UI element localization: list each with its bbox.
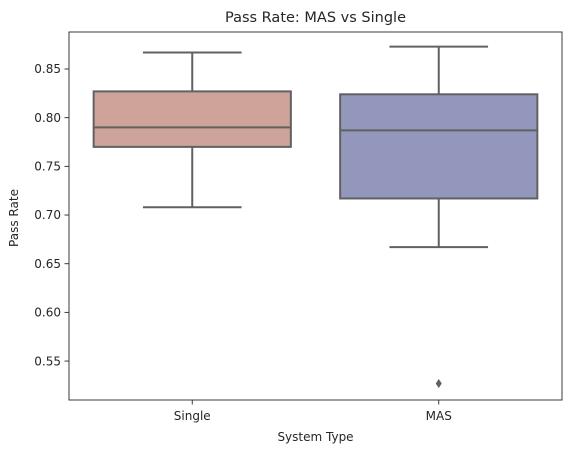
y-tick-label: 0.70 [34,208,61,222]
y-tick-label: 0.65 [34,257,61,271]
y-tick-label: 0.60 [34,306,61,320]
box-single [92,51,292,209]
y-tick-label: 0.85 [34,62,61,76]
y-tick-label: 0.75 [34,160,61,174]
plot-frame [68,31,563,401]
chart-title: Pass Rate: MAS vs Single [225,10,406,26]
x-tick-label: MAS [426,409,452,423]
iqr-box [339,93,539,200]
x-tick-label: Single [174,409,211,423]
y-tick-label: 0.55 [34,354,61,368]
y-axis: 0.55 0.60 0.65 0.70 0.75 0.80 0.85 [34,62,69,368]
y-tick-label: 0.80 [34,111,61,125]
iqr-box [92,90,292,148]
y-axis-label: Pass Rate [7,189,21,247]
outlier-point [435,378,442,388]
x-axis: Single MAS [174,400,452,423]
box-mas [339,45,539,388]
plot-area [92,45,539,388]
x-axis-label: System Type [277,430,353,444]
